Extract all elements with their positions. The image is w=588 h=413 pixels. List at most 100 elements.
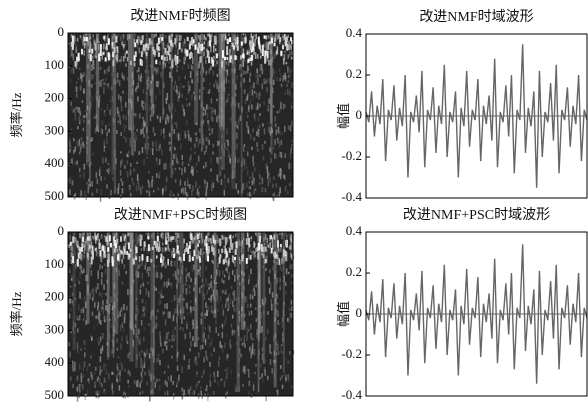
spectrogram-texture [83, 308, 85, 314]
spectrogram-texture [286, 252, 288, 255]
spectrogram-highlight [242, 53, 244, 58]
spectrogram-texture [82, 39, 84, 45]
spectrogram-texture [290, 238, 292, 243]
spectrogram-highlight [242, 254, 244, 258]
spectrogram-texture [186, 275, 188, 281]
spectrogram-texture [74, 147, 76, 152]
y-tick-label: 0.4 [346, 25, 363, 40]
spectrogram-texture [139, 352, 141, 358]
spectrogram-texture [185, 283, 187, 286]
spectrogram-texture [175, 168, 177, 170]
spectrogram-texture [143, 89, 145, 93]
spectrogram-highlight [200, 56, 202, 62]
spectrogram-texture [70, 145, 72, 149]
spectrogram-texture [92, 35, 94, 39]
spectrogram-texture [75, 115, 77, 121]
spectrogram-texture [222, 324, 224, 328]
spectrogram-texture [256, 233, 258, 237]
spectrogram-highlight [234, 55, 236, 60]
spectrogram-texture [262, 123, 264, 127]
spectrogram-highlight [206, 243, 208, 250]
spectrogram-texture [144, 363, 146, 368]
spectrogram-texture [170, 282, 172, 286]
spectrogram-texture [180, 327, 182, 331]
spectrogram-highlight [264, 56, 266, 64]
spectrogram-texture [277, 310, 279, 317]
spectrogram-texture [121, 259, 123, 264]
spectrogram-texture [103, 310, 105, 314]
spectrogram-texture [190, 71, 192, 78]
spectrogram-texture [73, 138, 75, 141]
spectrogram-texture [196, 137, 198, 142]
spectrogram-texture [250, 239, 252, 242]
spectrogram-highlight [246, 238, 248, 245]
spectrogram-texture [238, 119, 240, 125]
spectrogram-texture [205, 73, 207, 75]
spectrogram-texture [184, 167, 186, 172]
spectrogram-highlight [286, 37, 288, 42]
spectrogram-texture [163, 128, 165, 133]
spectrogram-texture [252, 290, 254, 295]
spectrogram-highlight [195, 44, 197, 49]
spectrogram-texture [267, 376, 269, 380]
spectrogram-texture [259, 124, 261, 128]
spectrogram-texture [156, 149, 158, 151]
spectrogram-texture [184, 181, 186, 186]
spectrogram-texture [92, 74, 94, 79]
spectrogram-texture [221, 345, 223, 349]
spectrogram-texture [246, 166, 248, 169]
spectrogram-texture [92, 95, 94, 101]
spectrogram-texture [198, 337, 200, 340]
spectrogram-texture [277, 343, 279, 350]
spectrogram-highlight [107, 260, 109, 267]
spectrogram-texture [72, 180, 74, 186]
spectrogram-texture [123, 246, 125, 249]
spectrogram-highlight [161, 37, 163, 41]
spectrogram-texture [116, 46, 118, 53]
spectrogram-texture [191, 66, 193, 69]
spectrogram-streak [237, 232, 240, 392]
spectrogram-highlight [250, 58, 252, 61]
spectrogram-texture [203, 78, 205, 82]
spectrogram-highlight [70, 242, 72, 246]
spectrogram-texture [127, 232, 129, 236]
spectrogram-texture [101, 369, 103, 371]
spectrogram-texture [158, 81, 160, 85]
spectrogram-texture [252, 86, 254, 88]
spectrogram-texture [84, 361, 86, 367]
spectrogram-texture [189, 390, 191, 396]
spectrogram-texture [179, 92, 181, 98]
spectrogram-highlight [280, 51, 282, 55]
spectrogram-texture [141, 261, 143, 266]
spectrogram-texture [73, 68, 75, 74]
spectrogram-texture [244, 164, 246, 169]
spectrogram-texture [251, 311, 253, 315]
spectrogram-texture [121, 307, 123, 312]
spectrogram-highlight [284, 250, 286, 255]
spectrogram-texture [120, 325, 122, 332]
spectrogram-texture [279, 169, 281, 176]
y-tick-label: -0.4 [341, 189, 362, 204]
spectrogram-texture [216, 61, 218, 65]
spectrogram-texture [247, 304, 249, 308]
spectrogram-texture [134, 132, 136, 139]
spectrogram-texture [155, 96, 157, 100]
spectrogram-texture [165, 321, 167, 325]
spectrogram-texture [148, 272, 150, 277]
spectrogram-highlight [124, 249, 126, 254]
spectrogram-highlight [147, 236, 149, 239]
spectrogram-texture [205, 37, 207, 40]
spectrogram-texture [271, 304, 273, 311]
spectrogram-texture [182, 155, 184, 160]
spectrogram-texture [268, 122, 270, 124]
spectrogram-texture [91, 84, 93, 87]
spectrogram-texture [273, 105, 275, 107]
spectrogram-texture [104, 316, 106, 322]
spectrogram-highlight [134, 55, 136, 61]
spectrogram-texture [167, 43, 169, 47]
spectrogram-texture [246, 334, 248, 340]
spectrogram-texture [112, 383, 114, 388]
spectrogram-texture [151, 180, 153, 187]
spectrogram-highlight [117, 254, 119, 260]
spectrogram-texture [245, 71, 247, 74]
